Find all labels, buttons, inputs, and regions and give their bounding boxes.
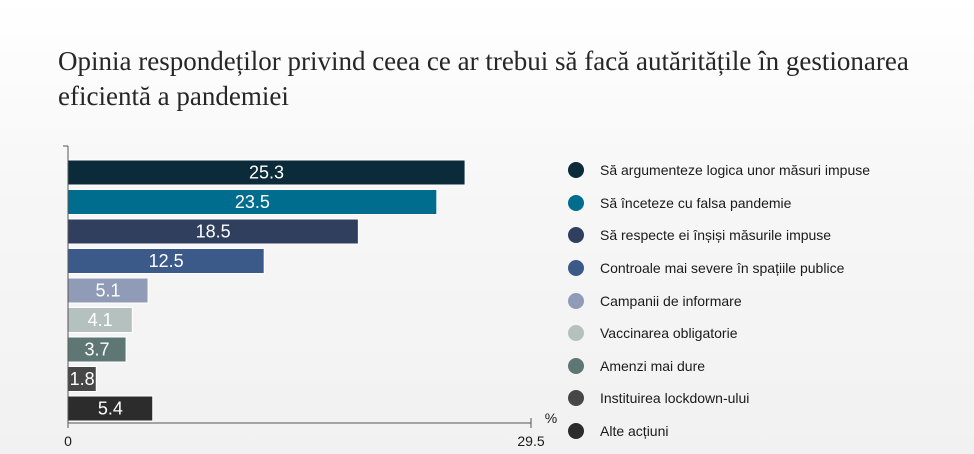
bar bbox=[67, 366, 97, 392]
chart-legend: Să argumenteze logica unor măsuri impuse… bbox=[568, 154, 968, 447]
legend-swatch bbox=[568, 423, 584, 440]
legend-label: Vaccinarea obligatorie bbox=[600, 325, 738, 342]
bar bbox=[67, 218, 359, 245]
legend-label: Campanii de informare bbox=[600, 292, 742, 309]
legend-label: Să înceteze cu falsa pandemie bbox=[600, 194, 792, 211]
unit-label: % bbox=[545, 410, 557, 426]
bar bbox=[67, 248, 265, 274]
bar-value-label: 23.5 bbox=[235, 192, 270, 212]
legend-item: Să înceteze cu falsa pandemie bbox=[568, 187, 968, 220]
legend-item: Să respecte ei înșiși măsurile impuse bbox=[568, 219, 968, 252]
legend-label: Amenzi mai dure bbox=[600, 357, 706, 374]
bar-value-label: 5.1 bbox=[96, 281, 121, 301]
legend-label: Instituirea lockdown-ului bbox=[600, 390, 750, 407]
legend-swatch bbox=[568, 260, 584, 277]
bar bbox=[67, 159, 466, 186]
bar bbox=[67, 277, 149, 304]
x-tick-label-max: 29.5 bbox=[517, 433, 544, 449]
chart-title: Opinia respondeților privind ceea ce ar … bbox=[58, 46, 909, 111]
legend-item: Amenzi mai dure bbox=[568, 350, 968, 383]
bar-value-label: 5.4 bbox=[98, 399, 123, 419]
bar-chart: 25.3 23.518.5 12.5 5.1 4.1 3.7 1.85.4 0 29.5 % bbox=[63, 145, 557, 449]
legend-item: Controale mai severe în spațiile publice bbox=[568, 252, 968, 285]
legend-item: Vaccinarea obligatorie bbox=[568, 317, 968, 350]
legend-label: Să respecte ei înșiși măsurile impuse bbox=[600, 227, 832, 244]
bar-value-label: 12.5 bbox=[149, 251, 184, 271]
x-tick-label-min: 0 bbox=[64, 433, 72, 449]
bar bbox=[67, 307, 133, 333]
legend-swatch bbox=[568, 292, 584, 309]
legend-swatch bbox=[568, 357, 584, 374]
legend-item: Campanii de informare bbox=[568, 284, 968, 317]
bar-value-label: 25.3 bbox=[249, 163, 284, 183]
legend-item: Alte acțiuni bbox=[568, 415, 968, 448]
legend-item: Să argumenteze logica unor măsuri impuse bbox=[568, 154, 968, 187]
bar-value-label: 1.8 bbox=[70, 369, 95, 389]
legend-swatch bbox=[568, 227, 584, 244]
bar-value-label: 3.7 bbox=[85, 340, 110, 360]
legend-swatch bbox=[568, 162, 584, 179]
bar bbox=[67, 395, 154, 422]
legend-label: Controale mai severe în spațiile publice bbox=[600, 260, 845, 277]
bars-layer: 25.3 23.518.5 12.5 5.1 4.1 3.7 1.85.4 bbox=[67, 159, 466, 422]
legend-swatch bbox=[568, 325, 584, 342]
bar bbox=[67, 336, 127, 363]
legend-label: Alte acțiuni bbox=[600, 423, 669, 440]
legend-swatch bbox=[568, 390, 584, 407]
legend-swatch bbox=[568, 194, 584, 211]
legend-label: Să argumenteze logica unor măsuri impuse bbox=[600, 162, 871, 179]
bar-value-label: 4.1 bbox=[88, 310, 113, 330]
legend-item: Instituirea lockdown-ului bbox=[568, 382, 968, 415]
bar-value-label: 18.5 bbox=[196, 222, 231, 242]
